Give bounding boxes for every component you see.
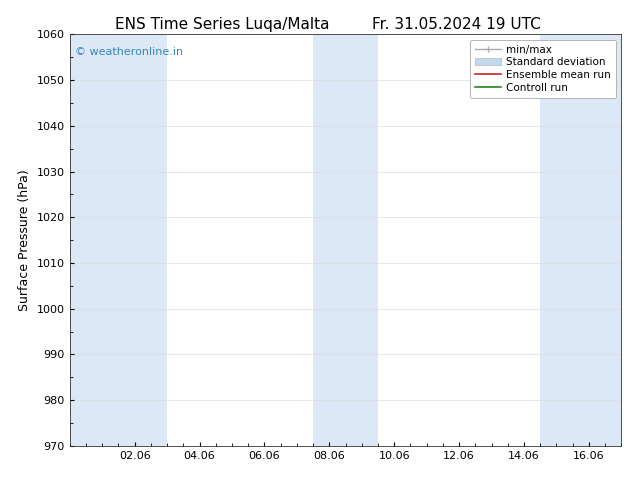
Bar	[70, 34, 119, 446]
Y-axis label: Surface Pressure (hPa): Surface Pressure (hPa)	[18, 169, 31, 311]
Text: ENS Time Series Luqa/Malta: ENS Time Series Luqa/Malta	[115, 17, 329, 32]
Bar	[313, 34, 378, 446]
Text: © weatheronline.in: © weatheronline.in	[75, 47, 183, 57]
Text: Fr. 31.05.2024 19 UTC: Fr. 31.05.2024 19 UTC	[372, 17, 541, 32]
Legend: min/max, Standard deviation, Ensemble mean run, Controll run: min/max, Standard deviation, Ensemble me…	[470, 40, 616, 98]
Bar	[119, 34, 167, 446]
Bar	[540, 34, 621, 446]
